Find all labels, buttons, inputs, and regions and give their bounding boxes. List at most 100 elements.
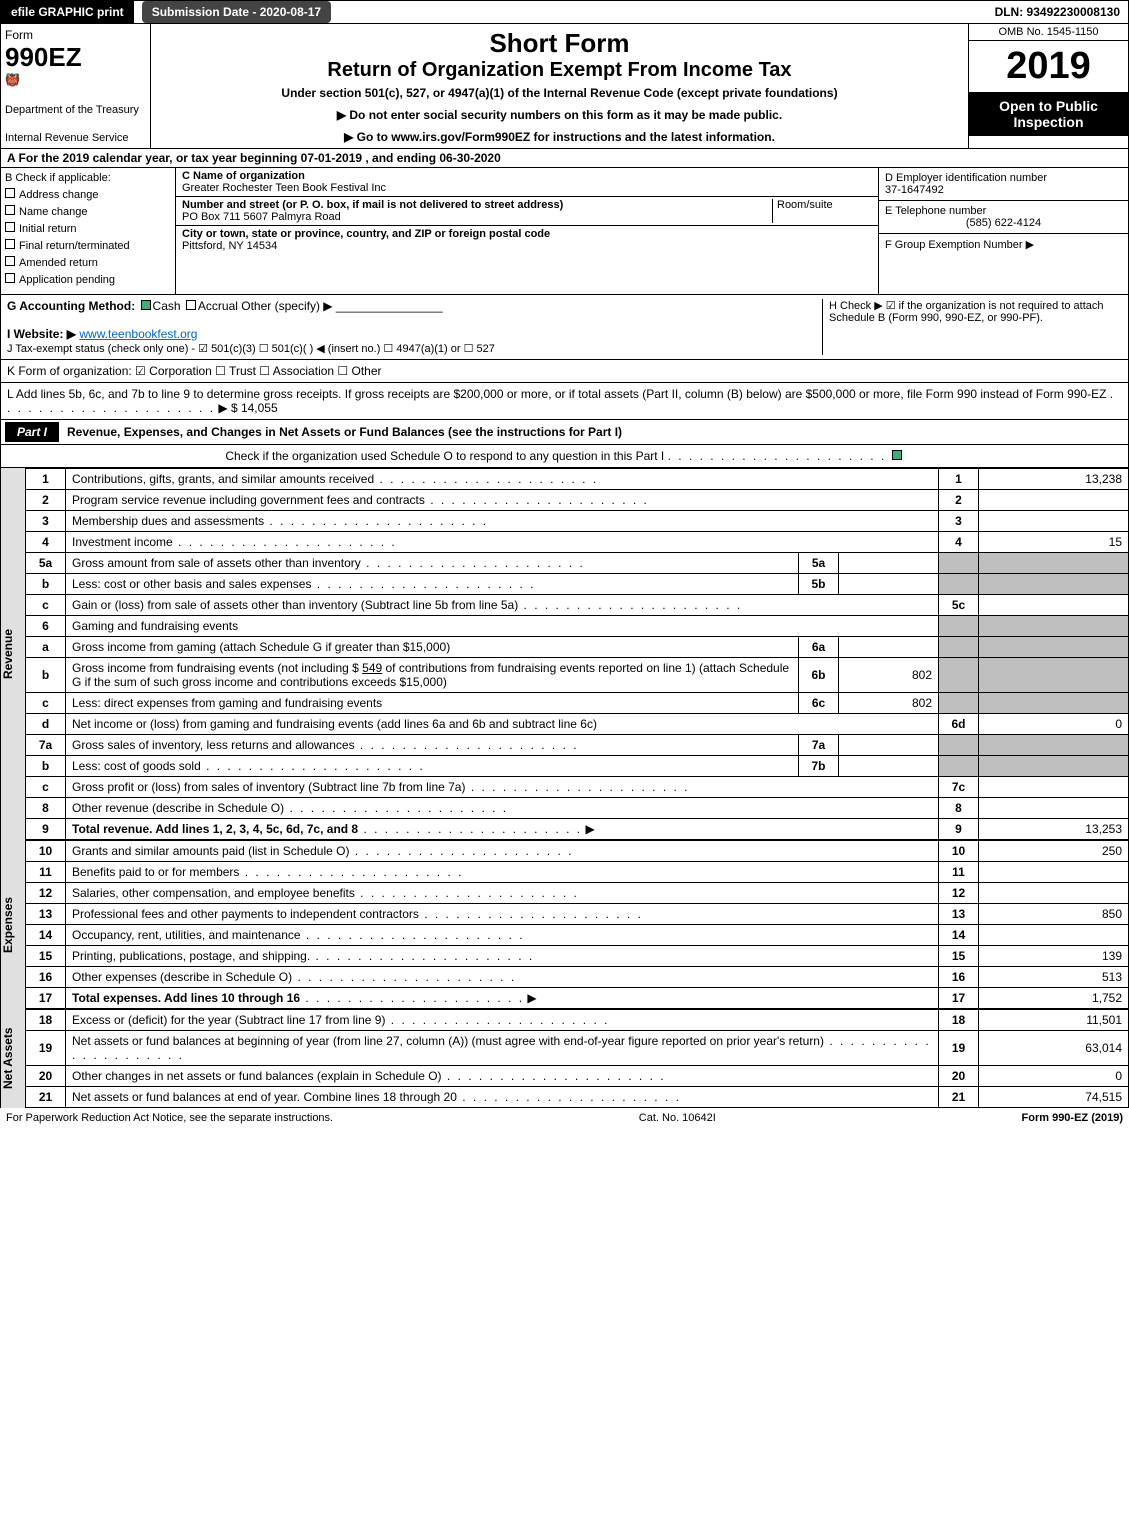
line-19: 19Net assets or fund balances at beginni…: [26, 1031, 1129, 1066]
total-revenue: 13,253: [979, 819, 1129, 840]
section-a: A For the 2019 calendar year, or tax yea…: [0, 149, 1129, 168]
check-initial-return[interactable]: Initial return: [5, 222, 171, 235]
check-application-pending[interactable]: Application pending: [5, 273, 171, 286]
line-1: 1Contributions, gifts, grants, and simil…: [26, 469, 1129, 490]
part-1-title: Revenue, Expenses, and Changes in Net As…: [67, 425, 622, 439]
cash-checkbox[interactable]: [141, 300, 151, 310]
revenue-section: Revenue 1Contributions, gifts, grants, a…: [0, 468, 1129, 840]
expenses-table: 10Grants and similar amounts paid (list …: [25, 840, 1129, 1009]
line-7a: 7aGross sales of inventory, less returns…: [26, 735, 1129, 756]
section-j: J Tax-exempt status (check only one) - ☑…: [7, 343, 495, 355]
line-21-value: 74,515: [979, 1087, 1129, 1108]
info-grid: B Check if applicable: Address change Na…: [0, 168, 1129, 295]
topbar: efile GRAPHIC print Submission Date - 20…: [0, 0, 1129, 24]
line-10: 10Grants and similar amounts paid (list …: [26, 841, 1129, 862]
line-6d-value: 0: [979, 714, 1129, 735]
total-expenses: 1,752: [979, 988, 1129, 1009]
efile-print-button[interactable]: efile GRAPHIC print: [1, 1, 134, 23]
department: Department of the Treasury: [5, 104, 146, 116]
line-13: 13Professional fees and other payments t…: [26, 904, 1129, 925]
form-number: 990EZ: [5, 42, 146, 73]
line-17: 17Total expenses. Add lines 10 through 1…: [26, 988, 1129, 1009]
form-header: Form 990EZ 👹 Department of the Treasury …: [0, 24, 1129, 149]
form-label: Form: [5, 28, 146, 42]
line-16-value: 513: [979, 967, 1129, 988]
under-section: Under section 501(c), 527, or 4947(a)(1)…: [161, 86, 958, 100]
check-amended[interactable]: Amended return: [5, 256, 171, 269]
section-c: C Name of organizationGreater Rochester …: [176, 168, 878, 294]
line-14: 14Occupancy, rent, utilities, and mainte…: [26, 925, 1129, 946]
dln: DLN: 93492230008130: [987, 1, 1128, 23]
line-13-value: 850: [979, 904, 1129, 925]
section-b: B Check if applicable: Address change Na…: [1, 168, 176, 294]
check-address-change[interactable]: Address change: [5, 188, 171, 201]
website-link[interactable]: www.teenbookfest.org: [79, 327, 197, 341]
section-g-label: G Accounting Method:: [7, 299, 135, 313]
phone-value: (585) 622-4124: [885, 217, 1122, 229]
section-h: H Check ▶ ☑ if the organization is not r…: [822, 299, 1122, 355]
line-9: 9Total revenue. Add lines 1, 2, 3, 4, 5c…: [26, 819, 1129, 840]
line-4-value: 15: [979, 532, 1129, 553]
schedule-o-checkbox[interactable]: [892, 450, 902, 460]
section-l: L Add lines 5b, 6c, and 7b to line 9 to …: [0, 383, 1129, 420]
line-15-value: 139: [979, 946, 1129, 967]
line-12: 12Salaries, other compensation, and empl…: [26, 883, 1129, 904]
line-18-value: 11,501: [979, 1010, 1129, 1031]
return-title: Return of Organization Exempt From Incom…: [161, 59, 958, 82]
ssn-notice: ▶ Do not enter social security numbers o…: [161, 108, 958, 122]
line-5b: bLess: cost or other basis and sales exp…: [26, 574, 1129, 595]
line-16: 16Other expenses (describe in Schedule O…: [26, 967, 1129, 988]
line-6d: dNet income or (loss) from gaming and fu…: [26, 714, 1129, 735]
net-assets-label: Net Assets: [1, 1009, 25, 1108]
accrual-checkbox[interactable]: [186, 300, 196, 310]
ein-value: 37-1647492: [885, 184, 944, 196]
section-k: K Form of organization: ☑ Corporation ☐ …: [0, 360, 1129, 383]
part-1-badge: Part I: [5, 422, 59, 442]
line-3: 3Membership dues and assessments3: [26, 511, 1129, 532]
expenses-label: Expenses: [1, 840, 25, 1009]
line-6b: bGross income from fundraising events (n…: [26, 658, 1129, 693]
org-name-label: C Name of organization: [182, 170, 305, 182]
group-exemption-label: F Group Exemption Number ▶: [885, 239, 1034, 251]
phone-label: E Telephone number: [885, 205, 986, 217]
revenue-table: 1Contributions, gifts, grants, and simil…: [25, 468, 1129, 840]
treasury-icon: 👹: [5, 73, 146, 87]
revenue-label: Revenue: [1, 468, 25, 840]
form-reference: Form 990-EZ (2019): [1022, 1112, 1123, 1124]
page-footer: For Paperwork Reduction Act Notice, see …: [0, 1108, 1129, 1128]
tax-year: 2019: [969, 41, 1128, 92]
line-6b-amount: 549: [362, 661, 382, 675]
part-1-header: Part I Revenue, Expenses, and Changes in…: [0, 420, 1129, 445]
net-assets-section: Net Assets 18Excess or (deficit) for the…: [0, 1009, 1129, 1108]
street-address: PO Box 711 5607 Palmyra Road: [182, 211, 341, 223]
line-20-value: 0: [979, 1066, 1129, 1087]
section-i-label: I Website: ▶: [7, 327, 76, 341]
submission-date: Submission Date - 2020-08-17: [142, 1, 331, 23]
line-21: 21Net assets or fund balances at end of …: [26, 1087, 1129, 1108]
org-name: Greater Rochester Teen Book Festival Inc: [182, 182, 386, 194]
gross-receipts-amount: ▶ $ 14,055: [218, 401, 277, 415]
check-final-return[interactable]: Final return/terminated: [5, 239, 171, 252]
line-19-value: 63,014: [979, 1031, 1129, 1066]
paperwork-notice: For Paperwork Reduction Act Notice, see …: [6, 1112, 333, 1124]
line-6a: aGross income from gaming (attach Schedu…: [26, 637, 1129, 658]
line-2: 2Program service revenue including gover…: [26, 490, 1129, 511]
line-8: 8Other revenue (describe in Schedule O)8: [26, 798, 1129, 819]
room-suite-label: Room/suite: [772, 199, 872, 223]
line-6: 6Gaming and fundraising events: [26, 616, 1129, 637]
line-1-value: 13,238: [979, 469, 1129, 490]
line-5c: cGain or (loss) from sale of assets othe…: [26, 595, 1129, 616]
line-11: 11Benefits paid to or for members11: [26, 862, 1129, 883]
line-10-value: 250: [979, 841, 1129, 862]
line-20: 20Other changes in net assets or fund ba…: [26, 1066, 1129, 1087]
omb-number: OMB No. 1545-1150: [969, 24, 1128, 41]
line-4: 4Investment income415: [26, 532, 1129, 553]
sections-def: D Employer identification number37-16474…: [878, 168, 1128, 294]
net-assets-table: 18Excess or (deficit) for the year (Subt…: [25, 1009, 1129, 1108]
line-7b: bLess: cost of goods sold7b: [26, 756, 1129, 777]
check-name-change[interactable]: Name change: [5, 205, 171, 218]
part-1-check: Check if the organization used Schedule …: [0, 445, 1129, 468]
catalog-number: Cat. No. 10642I: [639, 1112, 716, 1124]
expenses-section: Expenses 10Grants and similar amounts pa…: [0, 840, 1129, 1009]
city-state-zip: Pittsford, NY 14534: [182, 240, 277, 252]
